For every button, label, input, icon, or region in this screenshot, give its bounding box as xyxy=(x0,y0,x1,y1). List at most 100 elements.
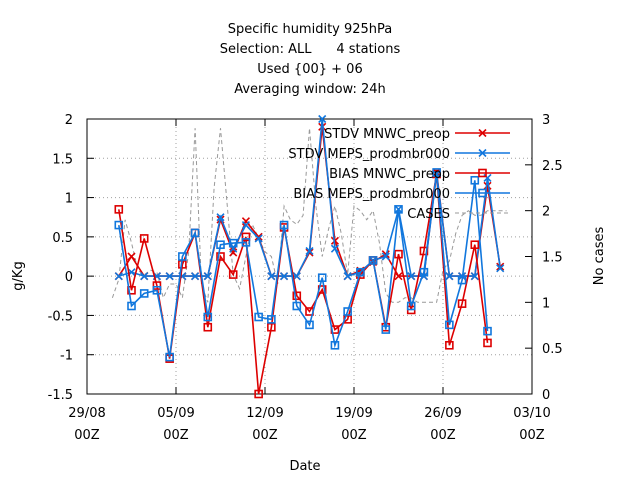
legend-item: BIAS MEPS_prodmbr000 xyxy=(293,187,510,202)
marker-stroke xyxy=(381,252,390,261)
title-line-1: Specific humidity 925hPa xyxy=(228,22,393,37)
data-point xyxy=(330,244,339,253)
x-tick-label-hour: 00Z xyxy=(430,428,456,443)
marker-stroke xyxy=(140,272,149,281)
legend-marker xyxy=(478,188,487,198)
data-point xyxy=(267,315,276,324)
x-tick-label-date: 05/09 xyxy=(157,406,194,421)
marker-stroke xyxy=(114,272,123,281)
x-tick-label-date: 03/10 xyxy=(513,406,550,421)
data-point xyxy=(254,312,263,322)
marker-stroke xyxy=(394,272,403,281)
title-line-4: Averaging window: 24h xyxy=(234,82,386,97)
data-point xyxy=(318,114,327,124)
marker-stroke xyxy=(305,246,314,256)
marker-stroke xyxy=(470,272,479,281)
data-point xyxy=(356,267,365,277)
legend: STDV MNWC_preop STDV MEPS_prodmbr000 BIAS … xyxy=(288,127,510,222)
marker-stroke xyxy=(483,181,492,190)
marker-stroke xyxy=(267,272,276,281)
data-point xyxy=(292,291,302,301)
data-point xyxy=(457,275,467,285)
data-point xyxy=(114,205,124,214)
legend-label: CASES xyxy=(407,207,450,222)
data-point xyxy=(470,175,480,185)
marker-stroke xyxy=(165,272,174,281)
axes: -1.5 -1 -0.5 0 0.5 1 1.5 2 0 0.5 1 1.5 2 2.5 3 29/08 00Z… xyxy=(48,113,563,443)
marker-stroke xyxy=(483,173,492,182)
data-point xyxy=(483,326,492,336)
series-line xyxy=(118,173,489,395)
data-point xyxy=(254,232,263,241)
data-point xyxy=(292,301,302,311)
data-point xyxy=(470,272,479,281)
x-tick-label-hour: 00Z xyxy=(341,428,367,443)
data-point xyxy=(432,168,441,177)
title-line-2: Selection: ALL 4 stations xyxy=(220,42,401,57)
data-point xyxy=(368,256,378,265)
data-point xyxy=(152,285,162,295)
data-point xyxy=(216,240,225,250)
marker-stroke xyxy=(292,272,301,281)
x-tick-label-hour: 00Z xyxy=(519,428,545,443)
data-point xyxy=(203,272,212,281)
x-tick-label-hour: 00Z xyxy=(163,428,189,443)
x-tick-label-date: 12/09 xyxy=(246,406,283,421)
data-point xyxy=(407,272,416,281)
marker-stroke xyxy=(343,272,352,281)
data-point xyxy=(165,272,174,281)
data-point xyxy=(254,389,263,399)
data-point xyxy=(241,238,251,247)
y2-tick-label: 0.5 xyxy=(542,342,563,357)
y-tick-label: 2 xyxy=(65,113,73,128)
y2-tick-label: 2 xyxy=(542,205,550,220)
y-tick-label: -1.5 xyxy=(48,388,73,403)
y2-tick-label: 0 xyxy=(542,388,550,403)
title-line-3: Used {00} + 06 xyxy=(257,62,362,77)
data-point xyxy=(305,320,314,330)
chart-title: Specific humidity 925hPa Selection: ALL … xyxy=(220,22,401,97)
x-axis-label: Date xyxy=(289,459,320,474)
data-point xyxy=(483,173,492,182)
data-point xyxy=(228,238,238,248)
data-point xyxy=(241,232,251,242)
legend-item: BIAS MNWC_preop xyxy=(329,167,510,182)
data-point xyxy=(152,281,162,290)
data-point xyxy=(496,264,505,273)
data-point xyxy=(127,285,136,295)
data-point xyxy=(343,307,352,316)
data-point xyxy=(139,234,149,243)
x-tick-label-date: 29/08 xyxy=(68,406,105,421)
data-point xyxy=(178,252,187,261)
data-point xyxy=(241,221,250,230)
data-point xyxy=(419,246,429,256)
y2-tick-label: 3 xyxy=(542,113,550,128)
data-point xyxy=(216,252,225,261)
legend-marker xyxy=(478,148,487,158)
data-point xyxy=(445,340,454,350)
y-tick-label: -0.5 xyxy=(48,309,73,324)
data-point xyxy=(127,252,136,261)
data-point xyxy=(267,272,276,281)
data-point xyxy=(445,320,454,330)
legend-marker xyxy=(478,168,487,178)
data-point xyxy=(280,272,289,281)
data-point xyxy=(381,325,391,334)
data-point xyxy=(191,272,200,281)
marker-stroke xyxy=(407,272,416,281)
data-point xyxy=(470,240,480,250)
marker-stroke xyxy=(203,272,212,281)
marker-stroke xyxy=(254,232,263,241)
data-point xyxy=(114,272,123,281)
data-point xyxy=(445,272,454,281)
series-line xyxy=(118,172,489,358)
data-point xyxy=(305,246,314,256)
marker-stroke xyxy=(241,221,250,230)
data-point xyxy=(279,220,289,230)
series-3 xyxy=(114,168,492,362)
data-point xyxy=(203,312,213,322)
marker-stroke xyxy=(318,114,327,124)
data-point xyxy=(203,322,213,332)
y-tick-label: 1.5 xyxy=(52,152,73,167)
